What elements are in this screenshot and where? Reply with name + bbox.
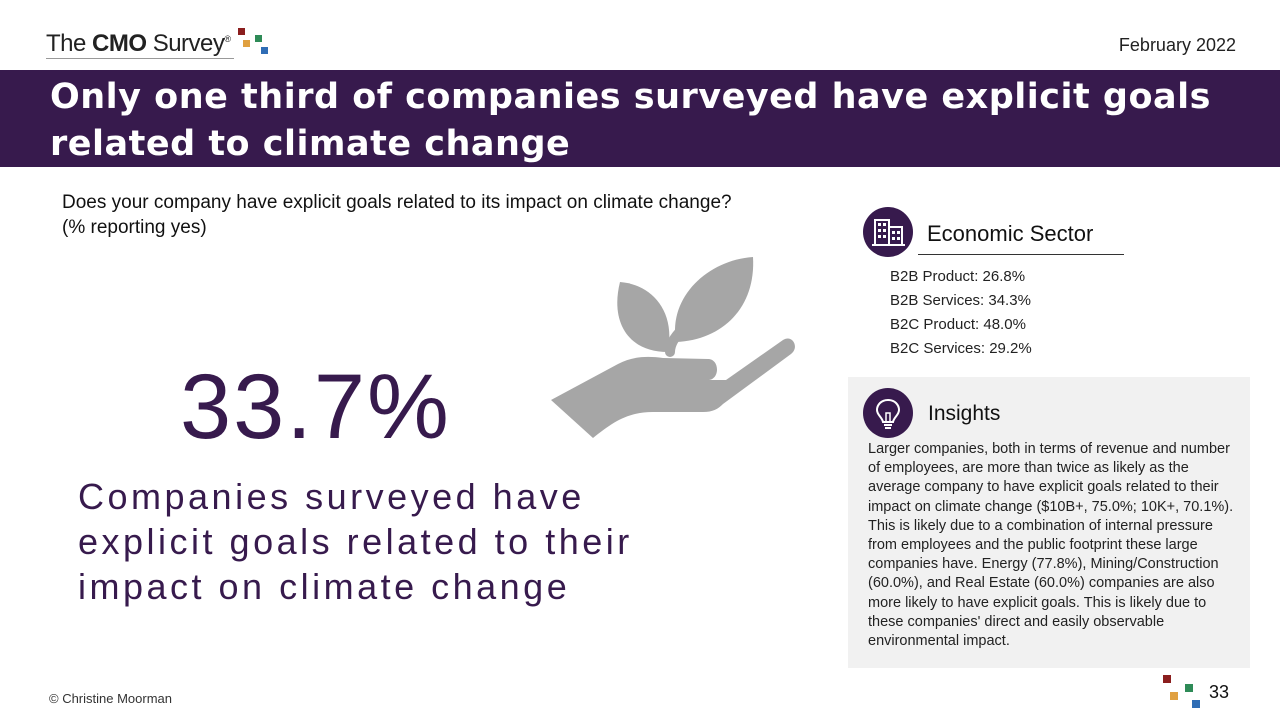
sector-item-b2c-services: B2C Services: 29.2%: [890, 340, 1032, 357]
sector-item-b2c-product: B2C Product: 48.0%: [890, 316, 1026, 333]
slide-title: Only one third of companies surveyed hav…: [50, 77, 1211, 164]
footer-square-orange: [1170, 692, 1178, 700]
insights-panel: Insights Larger companies, both in terms…: [848, 377, 1250, 668]
insights-text: Larger companies, both in terms of reven…: [868, 441, 1234, 650]
footer-square-green: [1185, 684, 1193, 692]
logo-square-orange: [243, 40, 250, 47]
footer-square-blue: [1192, 700, 1200, 708]
plant-in-hand-icon: [551, 257, 795, 438]
logo-square-red: [238, 28, 245, 35]
survey-question: Does your company have explicit goals re…: [62, 190, 822, 240]
sector-item-b2b-product: B2B Product: 26.8%: [890, 268, 1026, 285]
footer-square-red: [1163, 675, 1171, 683]
sector-item-b2b-services: B2B Services: 34.3%: [890, 292, 1031, 309]
question-text: Does your company have explicit goals re…: [62, 192, 732, 213]
logo-square-green: [255, 35, 262, 42]
question-note: (% reporting yes): [62, 217, 207, 238]
lightbulb-icon: [863, 388, 913, 438]
report-date: February 2022: [1118, 35, 1236, 55]
title-banner: Only one third of companies surveyed hav…: [0, 70, 1280, 167]
page-number: 33: [1209, 682, 1230, 702]
insights-title: Insights: [928, 402, 1001, 425]
logo-underline: [46, 58, 234, 59]
sector-list: B2B Product: 26.8% B2B Services: 34.3% B…: [890, 265, 1032, 361]
stat-description: Companies surveyed have explicit goals r…: [78, 476, 633, 607]
economic-sector-title: Economic Sector: [927, 221, 1094, 246]
headline-stat: 33.7%: [180, 356, 451, 458]
logo-wordmark: The CMO Survey®: [46, 30, 231, 57]
logo-cmo: CMO: [92, 30, 147, 57]
building-icon: [863, 207, 913, 257]
logo-square-blue: [261, 47, 268, 54]
sector-divider: [918, 254, 1124, 255]
copyright: © Christine Moorman: [49, 691, 173, 706]
